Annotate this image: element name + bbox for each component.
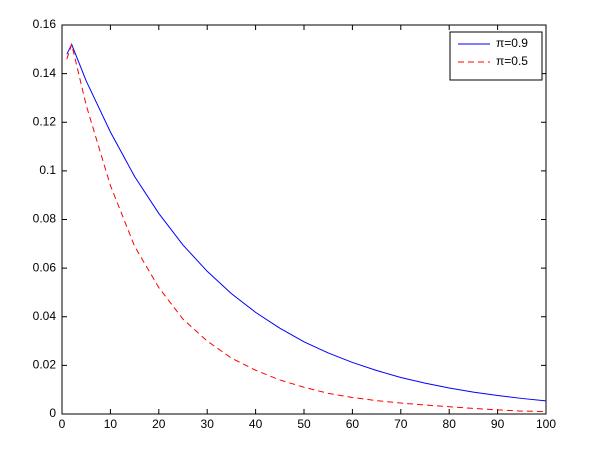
x-tick-label: 0	[59, 417, 66, 431]
x-tick-label: 70	[394, 417, 408, 431]
y-tick-label: 0.08	[33, 212, 57, 226]
x-tick-label: 100	[536, 417, 556, 431]
legend-box	[449, 31, 543, 81]
x-tick-label: 90	[491, 417, 505, 431]
x-tick-label: 50	[297, 417, 311, 431]
y-tick-label: 0.1	[39, 163, 56, 177]
x-tick-label: 80	[443, 417, 457, 431]
y-tick-label: 0.02	[33, 358, 57, 372]
y-tick-label: 0.16	[33, 17, 57, 31]
x-tick-label: 60	[346, 417, 360, 431]
y-tick-label: 0.12	[33, 114, 57, 128]
x-tick-label: 20	[152, 417, 166, 431]
y-tick-label: 0.14	[33, 66, 57, 80]
x-tick-label: 30	[201, 417, 215, 431]
y-tick-label: 0	[49, 406, 56, 420]
x-tick-label: 10	[104, 417, 118, 431]
y-tick-label: 0.04	[33, 309, 57, 323]
legend-label: π=0.9	[496, 36, 528, 50]
line-series	[66, 43, 547, 402]
y-tick-label: 0.06	[33, 260, 57, 274]
x-tick-label: 40	[249, 417, 263, 431]
plot-frame	[61, 24, 547, 415]
line-series	[66, 42, 547, 413]
legend-label: π=0.5	[496, 54, 528, 68]
